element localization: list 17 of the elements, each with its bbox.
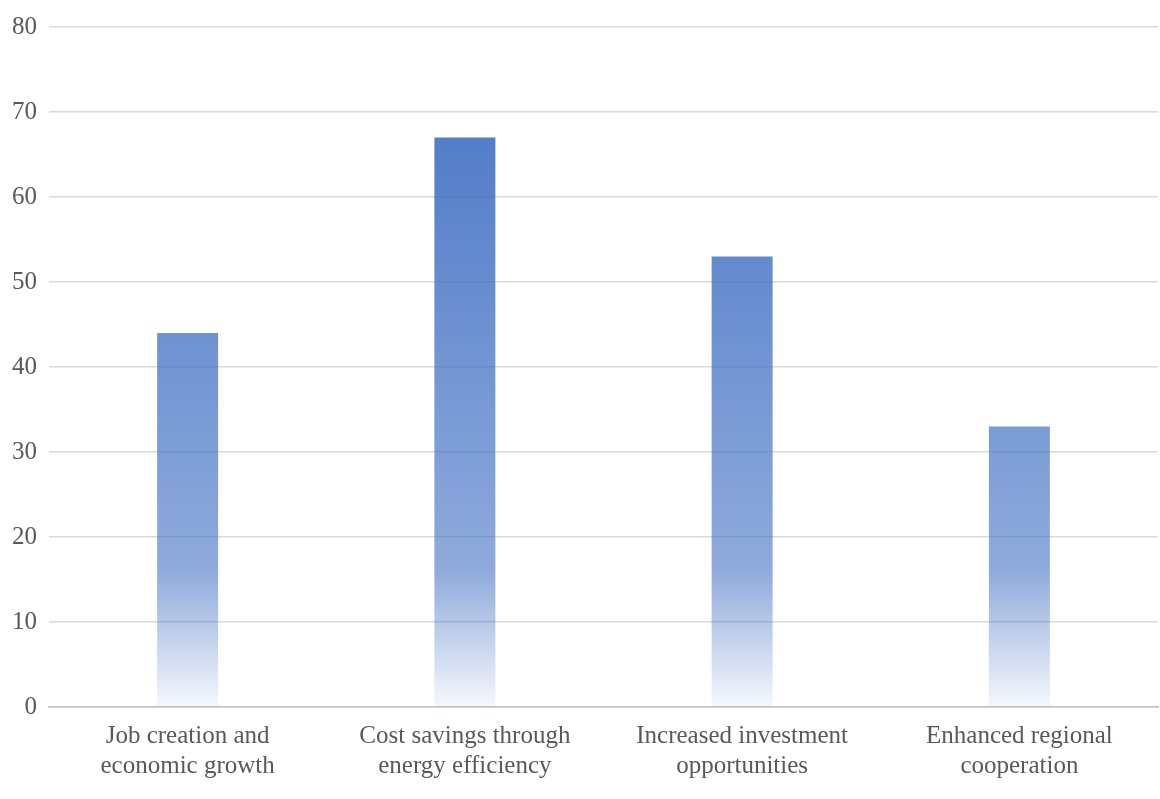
y-tick-label: 20 — [12, 521, 37, 549]
y-tick-label: 30 — [12, 436, 37, 464]
x-tick-label: Enhanced regional cooperation — [926, 720, 1113, 778]
y-tick-label: 80 — [12, 11, 37, 39]
bar — [157, 333, 219, 707]
y-tick-label: 10 — [12, 606, 37, 634]
bar — [988, 426, 1050, 707]
x-tick-label: Job creation and economic growth — [100, 720, 276, 778]
bar — [434, 137, 496, 707]
bar — [711, 256, 773, 707]
x-tick-label: Increased investment opportunities — [636, 720, 849, 778]
x-tick-label: Cost savings through energy efficiency — [359, 720, 571, 778]
y-tick-label: 70 — [12, 96, 37, 124]
y-tick-label: 40 — [12, 351, 37, 379]
y-tick-label: 0 — [24, 691, 37, 719]
y-tick-label: 60 — [12, 181, 37, 209]
y-tick-label: 50 — [12, 266, 37, 294]
